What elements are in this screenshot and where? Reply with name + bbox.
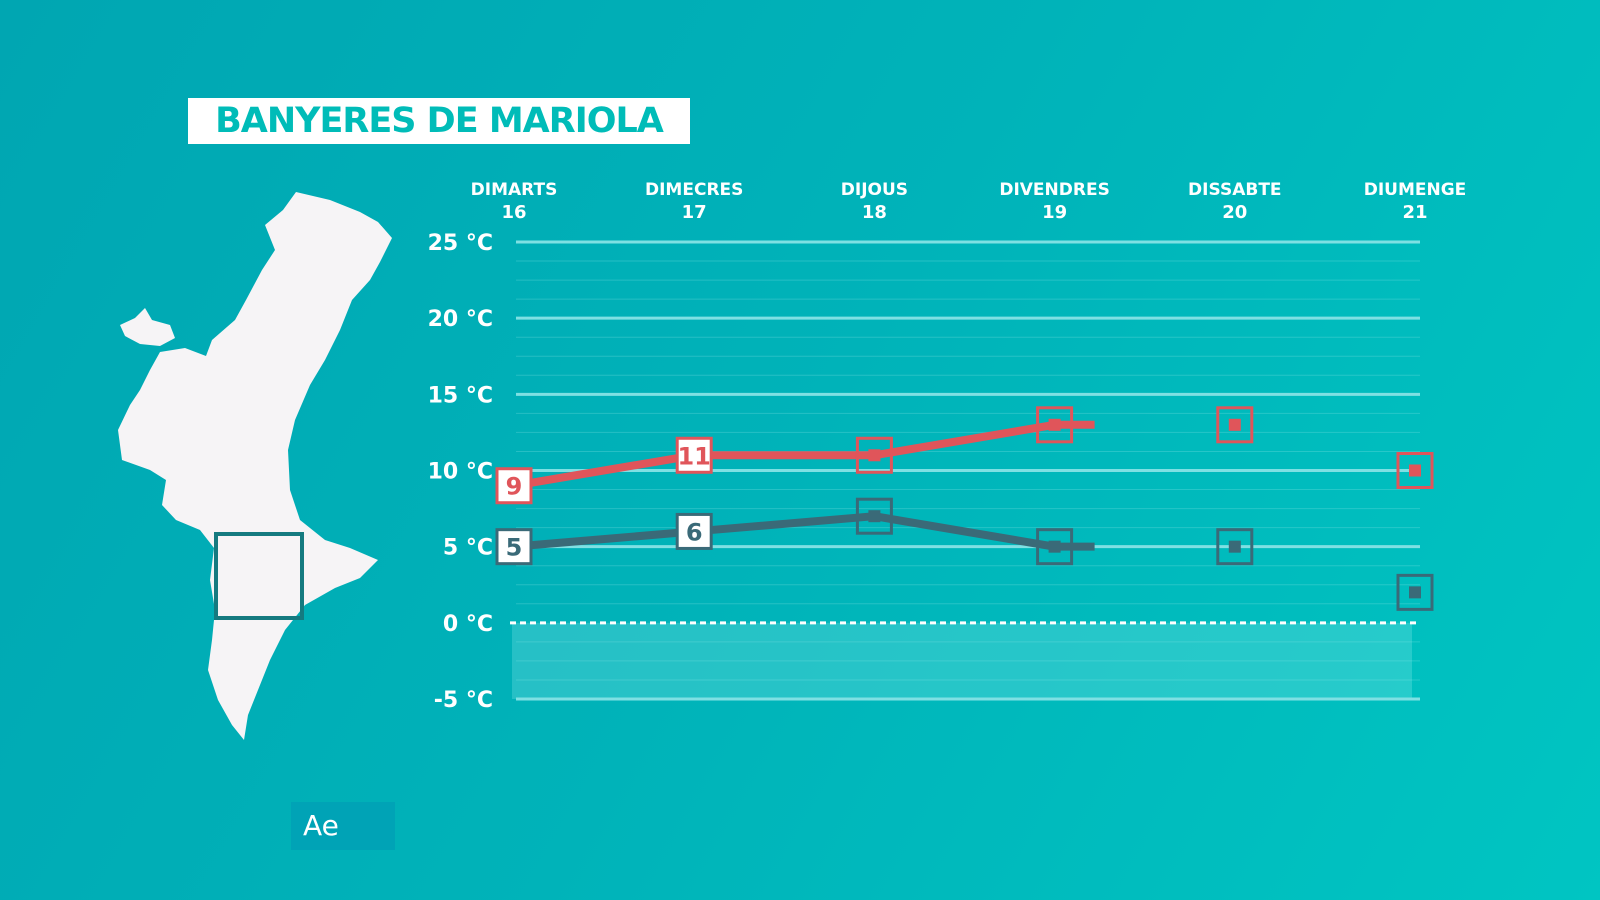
x-day-label: DIVENDRES [999,180,1110,200]
y-tick-label: -5 °C [434,688,493,713]
min-marker-box [1396,573,1434,611]
max-data-point [868,449,881,462]
x-date-label: 18 [862,202,887,223]
y-tick-label: 25 °C [428,231,493,256]
ae-badge: Ae [291,802,395,850]
min-label-box [675,512,713,550]
x-day-label: DIMARTS [471,180,558,200]
max-series-line [513,420,1095,490]
max-label-box [675,436,713,474]
location-title: BANYERES DE MARIOLA [188,98,690,144]
x-day-label: DIMECRES [645,180,743,200]
below-zero-band [512,622,1412,699]
x-day-label: DISSABTE [1188,180,1281,200]
x-day-label: DIUMENGE [1364,180,1467,200]
y-tick-label: 20 °C [428,307,493,332]
max-data-point [1048,418,1061,431]
min-marker-box [1036,528,1074,566]
x-date-label: 16 [501,202,526,223]
y-tick-label: 0 °C [443,612,493,637]
location-marker-box [214,532,304,620]
max-label-box [495,467,533,505]
min-marker-box [1216,528,1254,566]
y-tick-label: 5 °C [443,536,493,561]
min-data-point [1409,586,1421,599]
min-data-label: 6 [686,518,703,546]
x-date-label: 20 [1222,202,1247,223]
max-data-label: 9 [506,473,523,501]
max-marker-box [1036,406,1074,444]
max-data-point [1228,418,1241,431]
min-label-box [495,528,533,566]
max-marker-box [855,436,893,474]
y-tick-label: 15 °C [428,383,493,408]
y-tick-label: 10 °C [428,460,493,485]
min-data-point [1048,540,1061,553]
min-data-point [1228,540,1241,553]
valencian-community-map [118,192,392,740]
min-data-label: 5 [506,534,523,562]
min-series-line [513,512,1095,551]
x-date-label: 21 [1402,202,1427,223]
x-day-label: DIJOUS [841,180,908,200]
max-marker-box [1396,452,1434,489]
max-marker-box [1216,406,1254,444]
enclave-map [120,308,175,346]
x-date-label: 17 [682,202,707,223]
max-data-point [1409,464,1421,477]
min-data-point [868,510,881,523]
x-date-label: 19 [1042,202,1067,223]
max-data-label: 11 [677,442,710,470]
min-marker-box [855,497,893,535]
